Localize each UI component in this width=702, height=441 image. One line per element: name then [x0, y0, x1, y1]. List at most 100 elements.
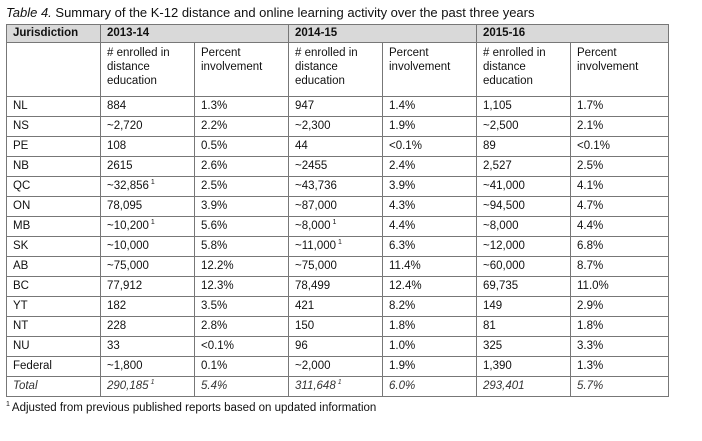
table-header: Jurisdiction 2013-14 2014-15 2015-16 # e…	[6, 24, 669, 97]
cell-value: 3.3%	[577, 340, 604, 352]
cell-enrolled-2013-14: ~1,800	[100, 356, 195, 377]
cell-enrolled-2015-16: ~8,000	[476, 216, 571, 237]
cell-percent-2013-14: 5.8%	[194, 236, 289, 257]
cell-enrolled-2014-15: 44	[288, 136, 383, 157]
cell-percent-2014-15: 2.4%	[382, 156, 477, 177]
cell-enrolled-2014-15: 947	[288, 96, 383, 117]
cell-value: <0.1%	[577, 140, 610, 152]
jurisdiction-cell: AB	[6, 256, 101, 277]
table-row: MB ~10,200 1 5.6% ~8,000 1 4.4% ~8,000 4.4%	[6, 216, 669, 237]
cell-value: <0.1%	[201, 340, 234, 352]
cell-value: 78,095	[107, 200, 143, 212]
table-row: PE 108 0.5% 44 <0.1% 89 <0.1%	[6, 136, 669, 157]
cell-percent-2015-16: 1.3%	[570, 356, 669, 377]
cell-value: 5.6%	[201, 220, 228, 232]
cell-percent-2014-15: 1.9%	[382, 356, 477, 377]
cell-value: 290,185	[107, 380, 149, 392]
cell-value: 0.1%	[201, 360, 228, 372]
cell-value: 8.2%	[389, 300, 416, 312]
cell-value: 2.9%	[577, 300, 604, 312]
cell-percent-2014-15: 3.9%	[382, 176, 477, 197]
cell-enrolled-2014-15: 421	[288, 296, 383, 317]
cell-enrolled-2013-14: 182	[100, 296, 195, 317]
cell-percent-2015-16: 5.7%	[570, 376, 669, 397]
footnote-mark: 1	[6, 401, 10, 409]
cell-value: ~43,736	[295, 180, 337, 192]
table-row: YT 182 3.5% 421 8.2% 149 2.9%	[6, 296, 669, 317]
cell-percent-2014-15: 6.0%	[382, 376, 477, 397]
header-row-measures: # enrolled in distance education Percent…	[6, 42, 669, 97]
cell-value: 6.0%	[389, 380, 416, 392]
cell-value: 4.4%	[577, 220, 604, 232]
cell-enrolled-2015-16: 149	[476, 296, 571, 317]
header-row-years: Jurisdiction 2013-14 2014-15 2015-16	[6, 24, 669, 43]
cell-value: 884	[107, 100, 127, 112]
table-row: BC 77,912 12.3% 78,499 12.4% 69,735 11.0%	[6, 276, 669, 297]
cell-enrolled-2014-15: ~2,000	[288, 356, 383, 377]
cell-value: 2.8%	[201, 320, 228, 332]
cell-value: ~32,856	[107, 180, 149, 192]
cell-value: 5.7%	[577, 380, 604, 392]
footnote: 1 Adjusted from previous published report…	[6, 401, 696, 414]
jurisdiction-cell: BC	[6, 276, 101, 297]
header-year-2015-16: 2015-16	[476, 24, 669, 43]
cell-value: ~2455	[295, 160, 328, 172]
cell-enrolled-2014-15: ~11,000 1	[288, 236, 383, 257]
cell-enrolled-2014-15: ~8,000 1	[288, 216, 383, 237]
cell-value: 5.8%	[201, 240, 228, 252]
cell-value: 81	[483, 320, 496, 332]
cell-percent-2013-14: 2.5%	[194, 176, 289, 197]
cell-value: 1,390	[483, 360, 512, 372]
cell-value: ~2,000	[295, 360, 331, 372]
cell-percent-2014-15: 1.9%	[382, 116, 477, 137]
cell-percent-2015-16: 4.7%	[570, 196, 669, 217]
cell-percent-2013-14: 12.3%	[194, 276, 289, 297]
cell-value: 4.7%	[577, 200, 604, 212]
cell-value: ~12,000	[483, 240, 525, 252]
cell-value: 2615	[107, 160, 133, 172]
table-row: NS ~2,720 2.2% ~2,300 1.9% ~2,500 2.1%	[6, 116, 669, 137]
cell-enrolled-2014-15: ~2455	[288, 156, 383, 177]
cell-enrolled-2014-15: 78,499	[288, 276, 383, 297]
header-enrolled-2013-14: # enrolled in distance education	[100, 42, 195, 97]
cell-value: 2.5%	[577, 160, 604, 172]
cell-percent-2013-14: 5.6%	[194, 216, 289, 237]
cell-percent-2015-16: 1.8%	[570, 316, 669, 337]
cell-value: 1.7%	[577, 100, 604, 112]
table-row-total: Total 290,185 1 5.4% 311,648 1 6.0% 293,401 5.7%	[6, 376, 669, 397]
cell-value: 3.9%	[201, 200, 228, 212]
header-year-2013-14: 2013-14	[100, 24, 289, 43]
cell-percent-2015-16: 6.8%	[570, 236, 669, 257]
cell-value: 12.3%	[201, 280, 234, 292]
cell-percent-2013-14: 0.5%	[194, 136, 289, 157]
cell-value: 311,648	[295, 380, 336, 392]
cell-percent-2015-16: 2.9%	[570, 296, 669, 317]
jurisdiction-cell: ON	[6, 196, 101, 217]
cell-enrolled-2013-14: 33	[100, 336, 195, 357]
cell-percent-2013-14: 2.8%	[194, 316, 289, 337]
cell-value: ~8,000	[483, 220, 519, 232]
header-enrolled-2014-15: # enrolled in distance education	[288, 42, 383, 97]
cell-value: ~2,500	[483, 120, 519, 132]
footnote-text: Adjusted from previous published reports…	[11, 402, 377, 414]
cell-value: 2.5%	[201, 180, 228, 192]
cell-enrolled-2015-16: 69,735	[476, 276, 571, 297]
cell-value: 1.8%	[577, 320, 604, 332]
cell-percent-2013-14: 2.2%	[194, 116, 289, 137]
cell-percent-2013-14: 3.9%	[194, 196, 289, 217]
cell-value: ~10,200	[107, 220, 149, 232]
cell-percent-2015-16: 4.1%	[570, 176, 669, 197]
cell-value: 1.0%	[389, 340, 416, 352]
cell-percent-2013-14: 5.4%	[194, 376, 289, 397]
table-row: NU 33 <0.1% 96 1.0% 325 3.3%	[6, 336, 669, 357]
cell-value: 4.4%	[389, 220, 416, 232]
jurisdiction-cell: MB	[6, 216, 101, 237]
table-caption-label: Table 4.	[6, 5, 52, 20]
cell-percent-2015-16: 1.7%	[570, 96, 669, 117]
cell-value: 6.8%	[577, 240, 604, 252]
cell-value: 325	[483, 340, 503, 352]
cell-percent-2015-16: 11.0%	[570, 276, 669, 297]
jurisdiction-cell: NL	[6, 96, 101, 117]
table-body: NL 884 1.3% 947 1.4% 1,105 1.7% NS ~2,720 2.2% ~2,…	[6, 96, 669, 397]
cell-value: ~2,300	[295, 120, 331, 132]
